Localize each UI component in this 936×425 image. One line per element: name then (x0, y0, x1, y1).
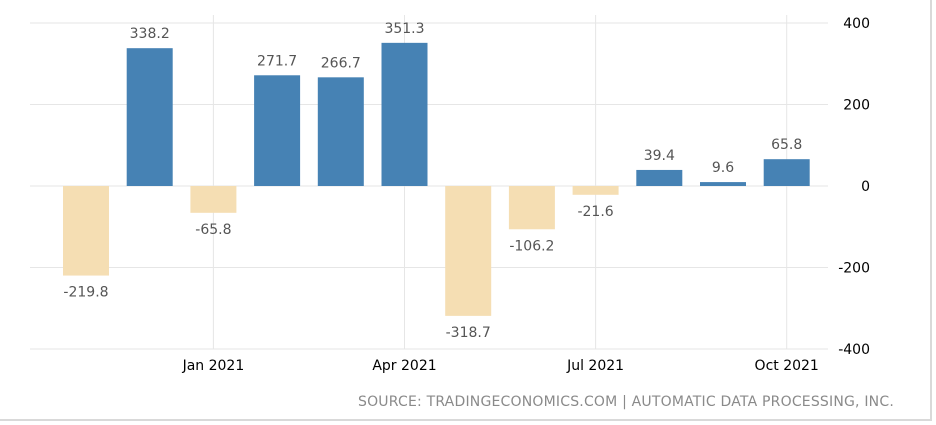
x-tick-label: Oct 2021 (755, 358, 819, 374)
x-tick-label: Jan 2021 (182, 358, 245, 374)
y-tick-label: -400 (838, 342, 870, 358)
data-label: -219.8 (63, 285, 108, 301)
y-tick-label: -200 (838, 261, 870, 277)
x-tick-label: Apr 2021 (372, 358, 436, 374)
bar (572, 186, 619, 195)
data-label: 338.2 (130, 26, 170, 42)
bar (445, 186, 492, 316)
data-label: 65.8 (771, 137, 802, 153)
bar (317, 77, 364, 186)
bar (63, 186, 109, 276)
bar (508, 186, 555, 230)
bar (126, 48, 173, 186)
data-label: 271.7 (257, 53, 297, 69)
source-caption: SOURCE: TRADINGECONOMICS.COM | AUTOMATIC… (358, 394, 894, 410)
bar (763, 159, 810, 186)
data-label: 9.6 (712, 160, 734, 176)
y-tick-label: 400 (843, 16, 870, 32)
data-label: 39.4 (644, 148, 675, 164)
bar (254, 75, 301, 186)
bar (700, 182, 746, 186)
y-tick-label: 0 (861, 179, 870, 195)
data-label: -65.8 (195, 222, 231, 238)
data-label: 351.3 (384, 21, 424, 37)
bar (381, 42, 428, 187)
data-label: -318.7 (446, 325, 491, 341)
bar (636, 169, 683, 186)
data-label: 266.7 (321, 55, 361, 71)
x-tick-label: Jul 2021 (566, 358, 624, 374)
bar (190, 186, 237, 213)
data-label: -21.6 (577, 204, 613, 220)
y-tick-label: 200 (843, 98, 870, 114)
data-label: -106.2 (509, 238, 554, 254)
